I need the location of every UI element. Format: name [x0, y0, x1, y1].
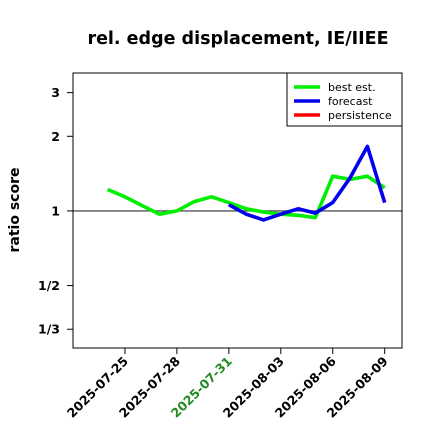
legend-label: forecast [328, 95, 373, 108]
series-group [106, 144, 387, 222]
legend-label: best est. [328, 81, 376, 94]
y-tick-label: 1/2 [38, 278, 60, 293]
y-axis-label: ratio score [7, 168, 23, 253]
y-tick-label: 2 [51, 129, 60, 144]
series-line-best-est [106, 174, 386, 220]
y-tick-label: 3 [51, 85, 60, 100]
y-tick-label: 1/3 [38, 322, 60, 337]
x-axis: 2025-07-252025-07-282025-07-312025-08-03… [64, 348, 391, 421]
series-line-forecast [227, 144, 387, 222]
chart-title: rel. edge displacement, IE/IIEE [87, 29, 388, 49]
y-axis: 1/3 1/2 1 2 3 [38, 85, 73, 337]
legend-label: persistence [328, 109, 392, 122]
y-tick-label: 1 [51, 203, 60, 218]
